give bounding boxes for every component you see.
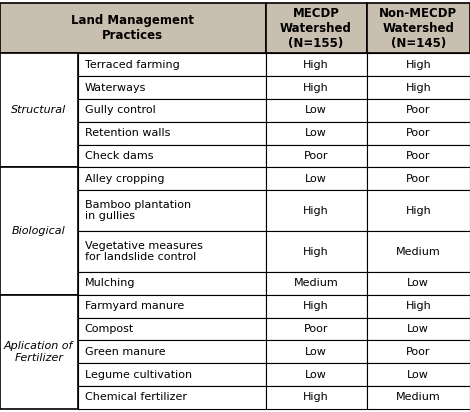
FancyBboxPatch shape <box>266 190 367 231</box>
Text: Low: Low <box>305 370 327 379</box>
Text: Vegetative measures
for landslide control: Vegetative measures for landslide contro… <box>85 241 203 262</box>
Text: High: High <box>406 206 431 215</box>
FancyBboxPatch shape <box>78 122 266 145</box>
Text: Medium: Medium <box>396 246 441 257</box>
FancyBboxPatch shape <box>78 386 266 409</box>
FancyBboxPatch shape <box>367 295 470 318</box>
Text: Gully control: Gully control <box>85 105 156 115</box>
FancyBboxPatch shape <box>266 167 367 190</box>
FancyBboxPatch shape <box>78 340 266 363</box>
FancyBboxPatch shape <box>266 76 367 99</box>
Text: High: High <box>406 82 431 93</box>
Text: Poor: Poor <box>406 151 431 161</box>
FancyBboxPatch shape <box>367 99 470 122</box>
FancyBboxPatch shape <box>78 231 266 272</box>
Text: High: High <box>406 60 431 70</box>
FancyBboxPatch shape <box>367 318 470 340</box>
Text: Poor: Poor <box>406 105 431 115</box>
FancyBboxPatch shape <box>367 167 470 190</box>
FancyBboxPatch shape <box>78 295 266 318</box>
Text: Poor: Poor <box>406 347 431 357</box>
Text: Waterways: Waterways <box>85 82 146 93</box>
Text: Check dams: Check dams <box>85 151 153 161</box>
FancyBboxPatch shape <box>266 318 367 340</box>
FancyBboxPatch shape <box>78 145 266 167</box>
Text: Retention walls: Retention walls <box>85 128 170 138</box>
Text: High: High <box>303 206 329 215</box>
Text: Structural: Structural <box>11 105 66 115</box>
Text: Terraced farming: Terraced farming <box>85 60 180 70</box>
Text: Alley cropping: Alley cropping <box>85 174 164 184</box>
Text: High: High <box>303 301 329 311</box>
Text: Chemical fertilizer: Chemical fertilizer <box>85 392 187 402</box>
FancyBboxPatch shape <box>266 272 367 295</box>
Text: High: High <box>303 392 329 402</box>
FancyBboxPatch shape <box>78 272 266 295</box>
FancyBboxPatch shape <box>367 272 470 295</box>
FancyBboxPatch shape <box>367 3 470 54</box>
Text: Non-MECDP
Watershed
(N=145): Non-MECDP Watershed (N=145) <box>379 7 457 50</box>
Text: Low: Low <box>305 128 327 138</box>
FancyBboxPatch shape <box>78 99 266 122</box>
FancyBboxPatch shape <box>367 386 470 409</box>
Text: High: High <box>303 246 329 257</box>
FancyBboxPatch shape <box>78 363 266 386</box>
FancyBboxPatch shape <box>266 122 367 145</box>
Text: Low: Low <box>305 105 327 115</box>
Text: Land Management
Practices: Land Management Practices <box>71 14 194 42</box>
Text: Low: Low <box>407 324 429 334</box>
FancyBboxPatch shape <box>367 122 470 145</box>
Text: Low: Low <box>305 347 327 357</box>
Text: Low: Low <box>305 174 327 184</box>
Text: Poor: Poor <box>304 324 329 334</box>
FancyBboxPatch shape <box>78 190 266 231</box>
Text: Farmyard manure: Farmyard manure <box>85 301 184 311</box>
Text: High: High <box>303 60 329 70</box>
FancyBboxPatch shape <box>266 145 367 167</box>
Text: Low: Low <box>407 370 429 379</box>
FancyBboxPatch shape <box>367 190 470 231</box>
FancyBboxPatch shape <box>367 231 470 272</box>
FancyBboxPatch shape <box>266 340 367 363</box>
Text: Poor: Poor <box>304 151 329 161</box>
Text: Medium: Medium <box>396 392 441 402</box>
Text: Aplication of
Fertilizer: Aplication of Fertilizer <box>4 341 73 363</box>
FancyBboxPatch shape <box>78 167 266 190</box>
FancyBboxPatch shape <box>367 363 470 386</box>
FancyBboxPatch shape <box>266 231 367 272</box>
FancyBboxPatch shape <box>0 54 78 167</box>
FancyBboxPatch shape <box>0 167 78 295</box>
FancyBboxPatch shape <box>266 3 367 54</box>
FancyBboxPatch shape <box>266 363 367 386</box>
Text: Bamboo plantation
in gullies: Bamboo plantation in gullies <box>85 200 191 221</box>
FancyBboxPatch shape <box>0 295 78 409</box>
Text: Legume cultivation: Legume cultivation <box>85 370 192 379</box>
Text: Biological: Biological <box>12 226 66 236</box>
Text: Mulching: Mulching <box>85 279 135 288</box>
FancyBboxPatch shape <box>266 295 367 318</box>
Text: Compost: Compost <box>85 324 134 334</box>
FancyBboxPatch shape <box>367 54 470 76</box>
Text: MECDP
Watershed
(N=155): MECDP Watershed (N=155) <box>280 7 352 50</box>
FancyBboxPatch shape <box>0 3 266 54</box>
Text: Low: Low <box>407 279 429 288</box>
FancyBboxPatch shape <box>367 76 470 99</box>
Text: Medium: Medium <box>294 279 338 288</box>
FancyBboxPatch shape <box>78 54 266 76</box>
Text: Poor: Poor <box>406 128 431 138</box>
FancyBboxPatch shape <box>78 76 266 99</box>
Text: High: High <box>406 301 431 311</box>
Text: High: High <box>303 82 329 93</box>
Text: Poor: Poor <box>406 174 431 184</box>
FancyBboxPatch shape <box>78 318 266 340</box>
Text: Green manure: Green manure <box>85 347 165 357</box>
FancyBboxPatch shape <box>266 54 367 76</box>
FancyBboxPatch shape <box>266 386 367 409</box>
FancyBboxPatch shape <box>266 99 367 122</box>
FancyBboxPatch shape <box>367 145 470 167</box>
FancyBboxPatch shape <box>367 340 470 363</box>
